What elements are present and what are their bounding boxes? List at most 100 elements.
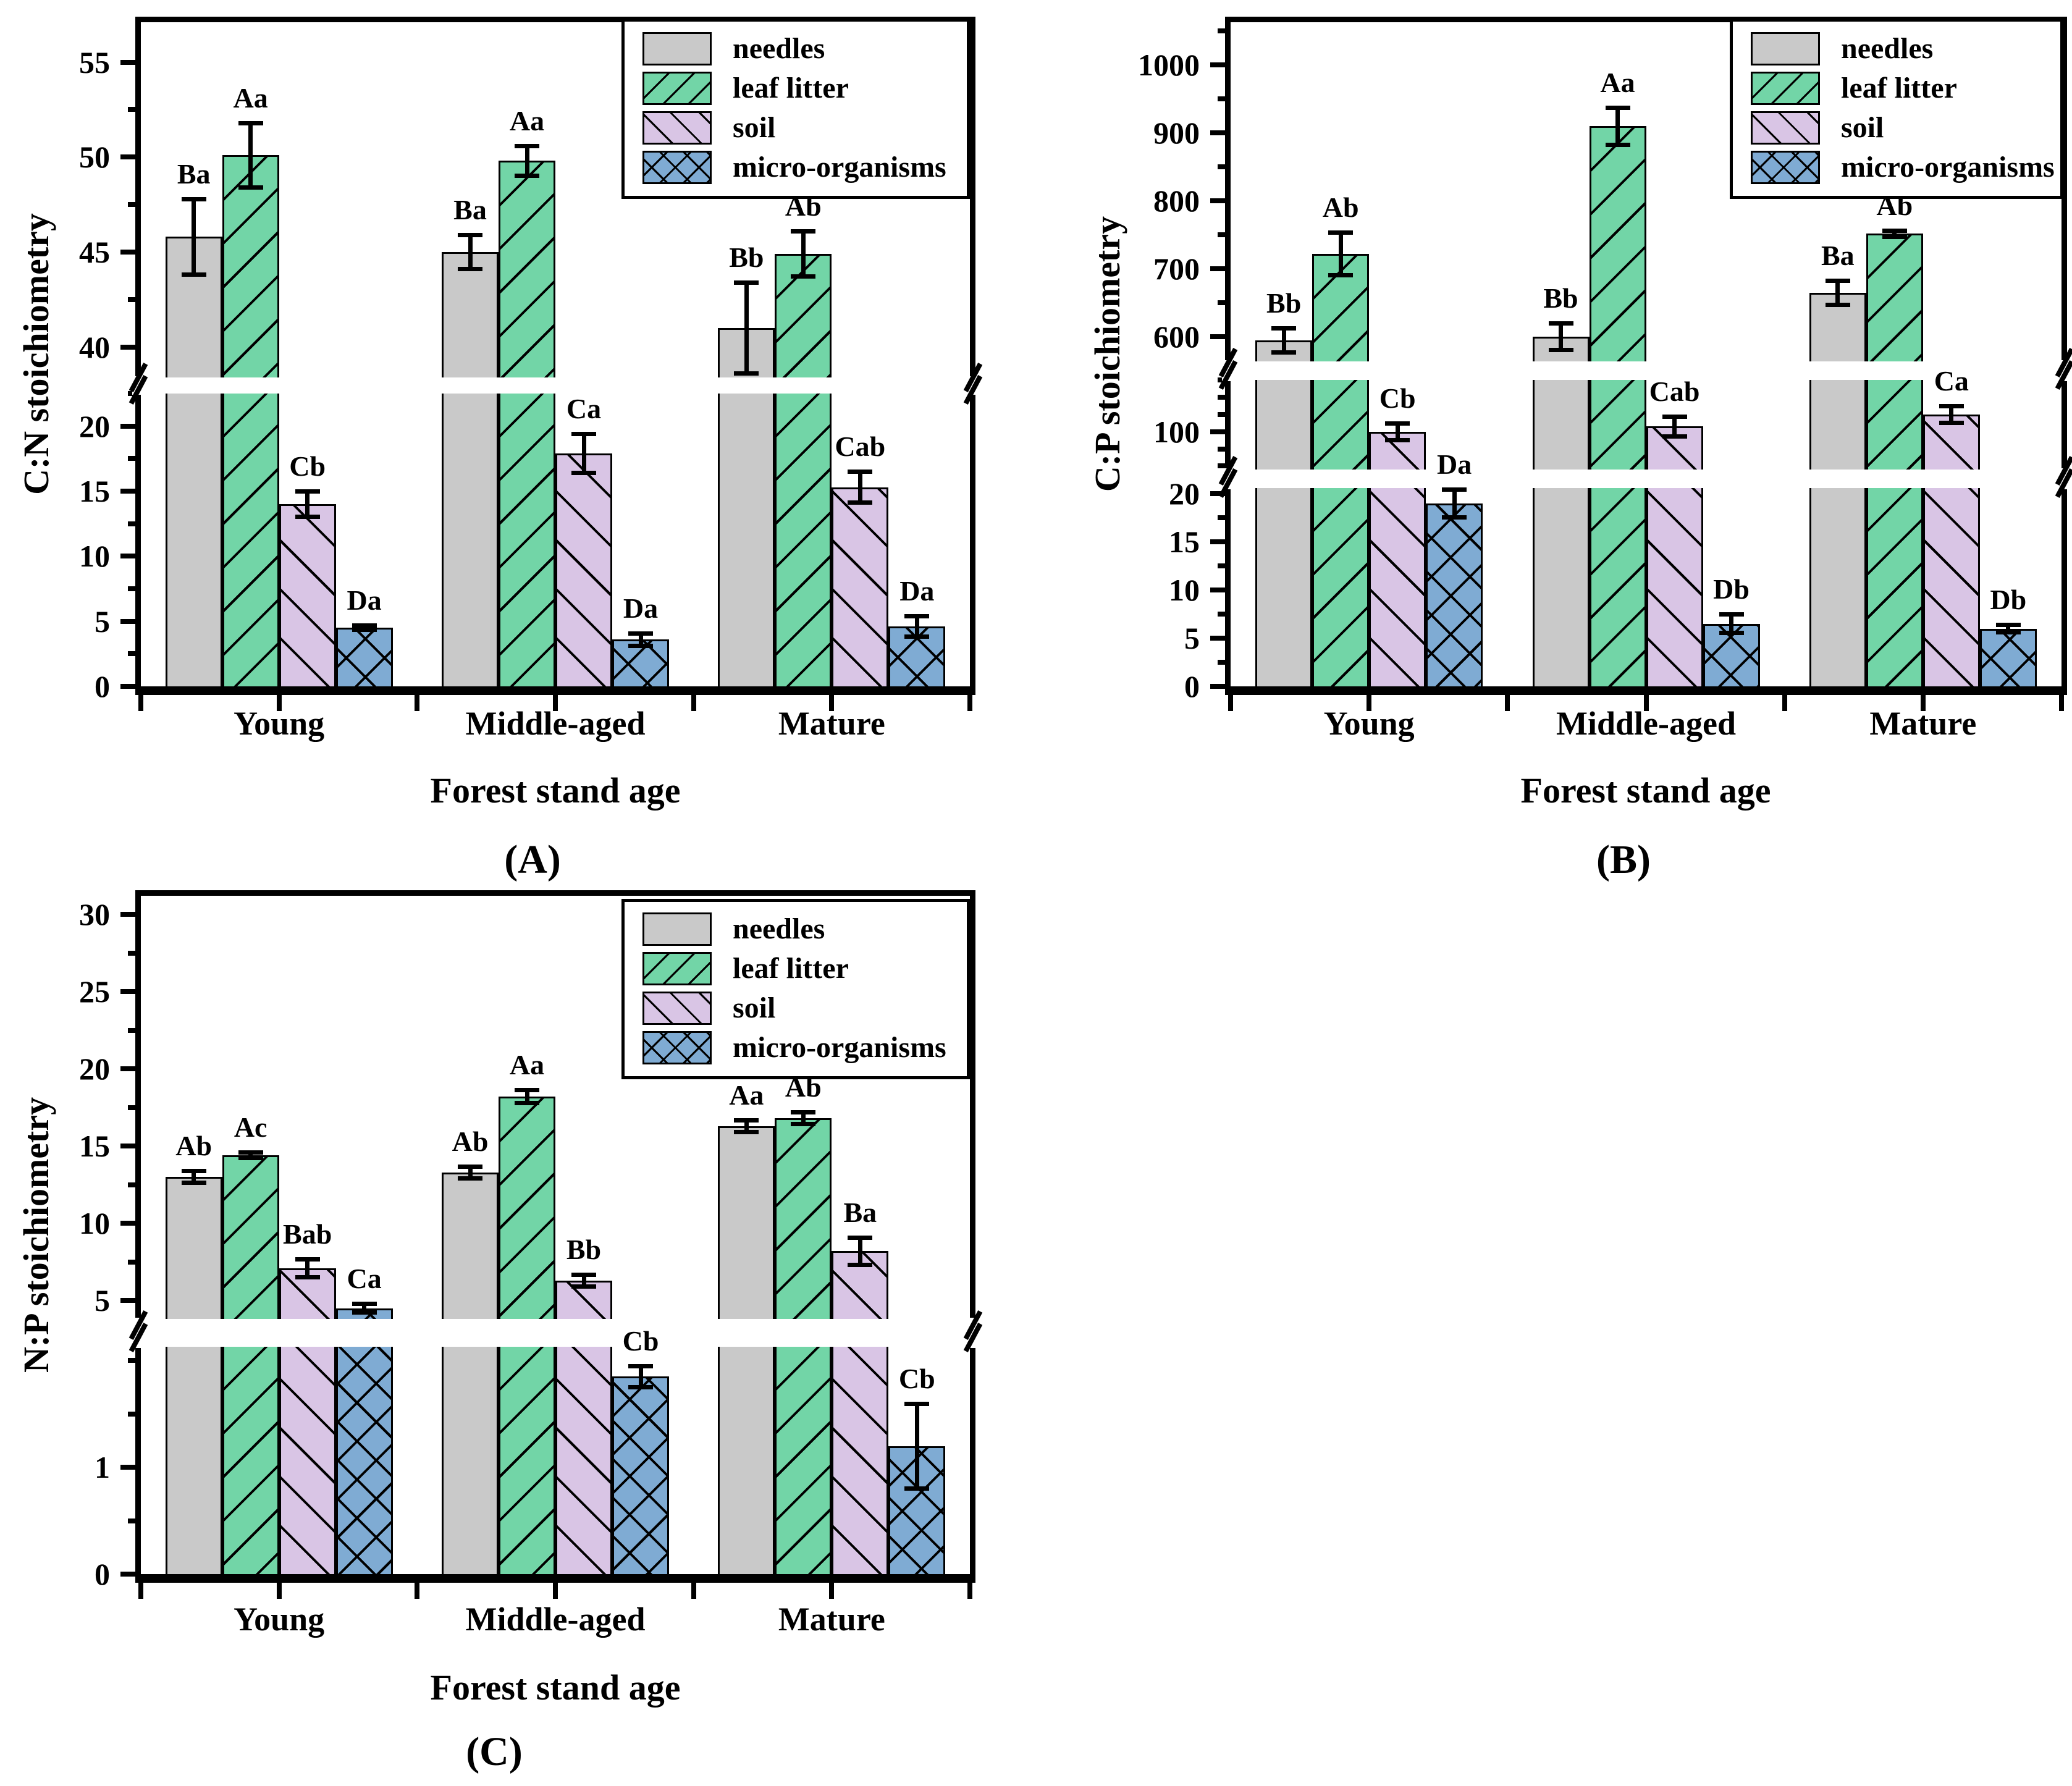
- bar-leaf litter: [222, 1347, 279, 1574]
- error-bar-cap-bottom: [458, 1176, 482, 1181]
- bar-leaf litter: [499, 394, 555, 686]
- plot-top-border: [135, 890, 975, 896]
- legend-swatch-needles: [642, 912, 712, 946]
- x-axis-tick: [276, 1583, 282, 1599]
- bar-micro-organisms: [612, 639, 669, 686]
- y-tick-label: 20: [79, 408, 110, 444]
- sig-label: Da: [347, 584, 382, 616]
- error-bar-cap-bottom: [734, 1129, 759, 1134]
- error-bar-cap-top: [791, 229, 816, 234]
- legend-swatch-soil: [642, 992, 712, 1025]
- error-bar: [801, 231, 806, 277]
- y-axis-minor-tick: [128, 586, 137, 591]
- y-axis-major-tick: [120, 423, 137, 429]
- y-axis-major-tick: [120, 912, 137, 917]
- x-axis-tick: [1782, 695, 1787, 711]
- y-axis-minor-tick: [128, 521, 137, 526]
- y-axis-major-tick: [1210, 334, 1226, 340]
- error-bar: [581, 434, 586, 473]
- sig-label: Ba: [453, 194, 487, 226]
- bar-needles: [442, 394, 499, 686]
- y-axis-major-tick: [1210, 636, 1226, 641]
- y-axis-major-tick: [120, 250, 137, 255]
- bar-leaf litter: [222, 1155, 279, 1319]
- sig-label: Cb: [898, 1362, 935, 1394]
- error-bar-cap-top: [352, 623, 377, 628]
- error-bar-cap-bottom: [1995, 630, 2021, 634]
- error-bar-cap-top: [1662, 414, 1687, 419]
- y-tick-label: 800: [1153, 183, 1200, 219]
- bar-soil: [279, 1347, 336, 1574]
- sig-label: Aa: [509, 104, 545, 137]
- x-axis-tick: [553, 695, 558, 711]
- y-tick-label: 30: [79, 897, 110, 932]
- y-axis-major-tick: [120, 154, 137, 160]
- y-axis-minor-tick: [128, 456, 137, 461]
- x-axis-tick: [1505, 695, 1510, 711]
- bar-leaf litter: [222, 394, 279, 686]
- sig-label: Ba: [843, 1196, 877, 1228]
- error-bar: [857, 1237, 862, 1265]
- y-axis-major-tick: [1210, 62, 1226, 68]
- error-bar: [1395, 423, 1400, 440]
- error-bar-cap-top: [515, 143, 539, 148]
- y-axis-major-tick: [1210, 429, 1226, 434]
- error-bar-cap-top: [1442, 487, 1467, 492]
- y-tick-label: 55: [79, 44, 110, 80]
- bar-micro-organisms: [1426, 503, 1483, 686]
- bar-soil: [1922, 414, 1980, 470]
- error-bar-cap-top: [458, 233, 482, 238]
- y-tick-label: 0: [1184, 669, 1200, 704]
- error-bar: [248, 122, 253, 188]
- y-axis-minor-tick: [128, 950, 137, 956]
- legend-swatch-micro: [1751, 151, 1820, 184]
- category-label: Young: [234, 705, 325, 742]
- error-bar-cap-bottom: [791, 1122, 816, 1126]
- error-bar: [744, 282, 749, 374]
- error-bar: [468, 1166, 473, 1179]
- plot-top-border: [1225, 17, 2067, 22]
- legend-item-label: needles: [733, 32, 825, 65]
- y-tick-label: 15: [79, 1129, 110, 1163]
- error-bar: [305, 491, 310, 518]
- y-axis-major-tick: [1210, 266, 1226, 272]
- y-tick-label: 45: [79, 235, 110, 270]
- bar-soil: [1646, 488, 1703, 686]
- error-bar-cap-top: [458, 1164, 482, 1169]
- error-bar: [857, 471, 862, 503]
- error-bar-cap-bottom: [734, 371, 759, 376]
- error-bar-cap-bottom: [904, 1486, 930, 1491]
- x-axis-line: [1225, 686, 2067, 695]
- sig-label: Ba: [177, 158, 211, 190]
- x-axis-line: [135, 1574, 975, 1583]
- sig-label: Cab: [835, 431, 886, 463]
- error-bar-cap-top: [734, 280, 759, 285]
- x-axis-tick: [967, 695, 972, 711]
- legend-item-label: micro-organisms: [1841, 151, 2055, 183]
- error-bar-cap-bottom: [904, 634, 930, 639]
- legend-item-label: needles: [1841, 32, 1934, 65]
- y-axis-major-tick: [120, 1144, 137, 1148]
- error-bar-cap-bottom: [848, 1262, 873, 1267]
- error-bar: [1949, 405, 1954, 423]
- bar-needles: [442, 1172, 499, 1319]
- sig-label: Db: [1990, 584, 2027, 616]
- x-axis-tick: [415, 1583, 420, 1599]
- sig-label: Aa: [509, 1048, 545, 1080]
- bar-needles: [718, 1126, 775, 1319]
- y-axis-major-tick: [120, 344, 137, 350]
- bar-micro-organisms: [1979, 628, 2037, 686]
- bar-leaf litter: [499, 1347, 555, 1574]
- y-axis-minor-tick: [1218, 563, 1226, 569]
- bar-needles: [1255, 488, 1313, 686]
- y-axis-line: [135, 22, 141, 686]
- error-bar-cap-bottom: [515, 174, 539, 179]
- y-axis-minor-tick: [1218, 232, 1226, 238]
- sig-label: Aa: [1600, 66, 1635, 98]
- y-axis-line: [1225, 22, 1231, 686]
- category-label: Young: [234, 1601, 325, 1638]
- sig-label: Da: [623, 592, 659, 624]
- error-bar: [581, 1274, 586, 1287]
- error-bar-cap-top: [1271, 326, 1297, 331]
- error-bar: [914, 1403, 919, 1489]
